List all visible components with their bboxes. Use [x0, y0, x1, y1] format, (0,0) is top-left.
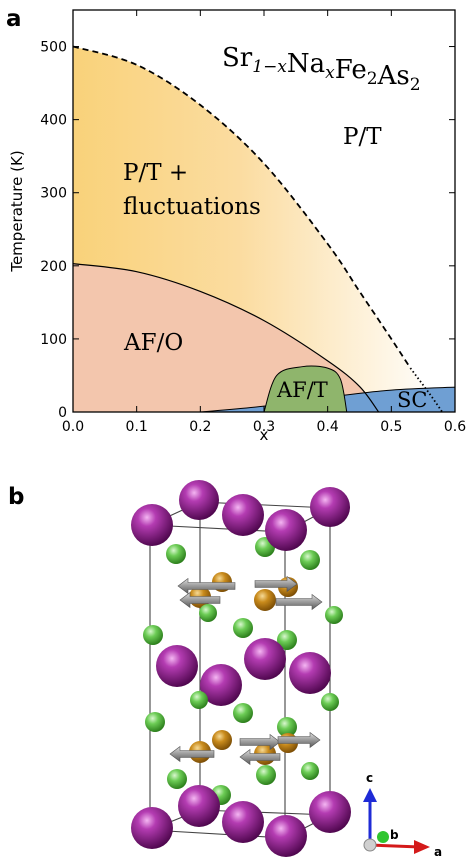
as-atom — [256, 765, 276, 785]
x-tick-label: 0.6 — [444, 419, 466, 435]
pt-fluct-label-line2: fluctuations — [123, 194, 261, 220]
magnetic-moment-arrow — [179, 591, 221, 609]
magnetic-moment-arrow — [177, 577, 236, 595]
formula-element: As — [377, 61, 410, 91]
c-axis-head — [363, 788, 377, 802]
as-atom — [233, 618, 253, 638]
as-atom — [145, 712, 165, 732]
sr-na-atom — [309, 791, 351, 833]
as-atom — [190, 691, 208, 709]
pt-label: P/T — [343, 124, 382, 150]
axis-origin — [363, 838, 377, 852]
sr-na-atom — [244, 638, 286, 680]
x-axis-title: x — [260, 426, 269, 444]
sr-na-atom — [131, 807, 173, 849]
as-atom — [277, 630, 297, 650]
fe-atom — [254, 589, 276, 611]
x-tick-label: 0.1 — [126, 419, 148, 435]
as-atom — [301, 762, 319, 780]
sr-na-atom — [178, 785, 220, 827]
b-axis-marker — [377, 831, 389, 843]
sr-na-atom — [156, 645, 198, 687]
magnetic-moment-arrow — [277, 731, 321, 749]
formula-element: Fe — [335, 55, 367, 85]
y-tick-label: 500 — [40, 40, 67, 56]
as-atom — [166, 544, 186, 564]
formula-subscript: 2 — [367, 69, 378, 89]
as-atom — [167, 769, 187, 789]
magnetic-moment-arrow — [169, 745, 215, 763]
as-atom — [321, 693, 339, 711]
x-tick-label: 0.5 — [380, 419, 402, 435]
as-atom — [233, 703, 253, 723]
phase-diagram: 0.0 0.1 0.2 0.3 0.4 0.5 0.6 0 100 200 300 400 500 x Te… — [8, 9, 466, 444]
magnetic-moment-arrow — [275, 593, 323, 611]
compound-formula: Sr1−xNaxFe2As2 — [222, 43, 421, 95]
sr-na-atom — [265, 509, 307, 551]
sr-na-atom — [222, 801, 264, 843]
cell-edge-bottom-back — [199, 809, 331, 816]
sr-na-atom — [310, 487, 350, 527]
y-tick-label: 200 — [40, 259, 67, 275]
a-axis-head — [414, 840, 430, 854]
sr-na-atom — [222, 494, 264, 536]
y-tick-label: 100 — [40, 332, 67, 348]
magnetic-moment-arrow — [254, 575, 298, 593]
a-axis-shaft — [369, 843, 421, 849]
c-axis-label: c — [366, 771, 373, 785]
formula-subscript: 2 — [410, 75, 421, 95]
sr-na-atom — [265, 815, 307, 857]
structural-transition-dotted — [409, 367, 444, 413]
as-atom — [199, 604, 217, 622]
x-tick-label: 0.3 — [253, 419, 275, 435]
formula-element: Sr — [222, 43, 253, 73]
formula-element: Na — [287, 49, 325, 79]
y-tick-label: 400 — [40, 113, 67, 129]
as-atom — [277, 717, 297, 737]
formula-subscript: x — [325, 63, 335, 83]
panel-a-label: a — [6, 6, 22, 32]
afo-boundary — [72, 263, 380, 413]
cell-edge-top-back — [199, 501, 331, 509]
x-tick-label: 0.2 — [189, 419, 211, 435]
a-axis-label: a — [434, 845, 442, 859]
sr-na-atom — [289, 652, 331, 694]
magnetic-moment-arrow — [239, 748, 281, 766]
x-tick-label: 0.4 — [317, 419, 339, 435]
b-axis-label: b — [390, 828, 399, 842]
structural-transition-dashed — [72, 45, 412, 369]
aft-region — [263, 365, 348, 413]
formula-subscript: 1−x — [252, 57, 287, 77]
as-atom — [325, 606, 343, 624]
fe-atom — [212, 730, 232, 750]
as-atom — [143, 625, 163, 645]
pt-fluct-label-line1: P/T + — [123, 160, 188, 186]
sr-na-atom — [200, 664, 242, 706]
as-atom — [300, 550, 320, 570]
x-tick-label: 0.0 — [62, 419, 84, 435]
afo-label: AF/O — [123, 330, 183, 356]
magnetic-moment-arrow — [239, 733, 281, 751]
y-tick-label: 0 — [58, 405, 67, 421]
sr-na-atom — [131, 504, 173, 546]
crystal-structure: c b a — [131, 480, 442, 859]
panel-b-label: b — [8, 484, 25, 510]
sc-label: SC — [397, 388, 427, 412]
y-axis-title: Temperature (K) — [8, 150, 26, 272]
aft-label: AF/T — [276, 378, 328, 402]
y-tick-label: 300 — [40, 186, 67, 202]
sr-na-atom — [179, 480, 219, 520]
